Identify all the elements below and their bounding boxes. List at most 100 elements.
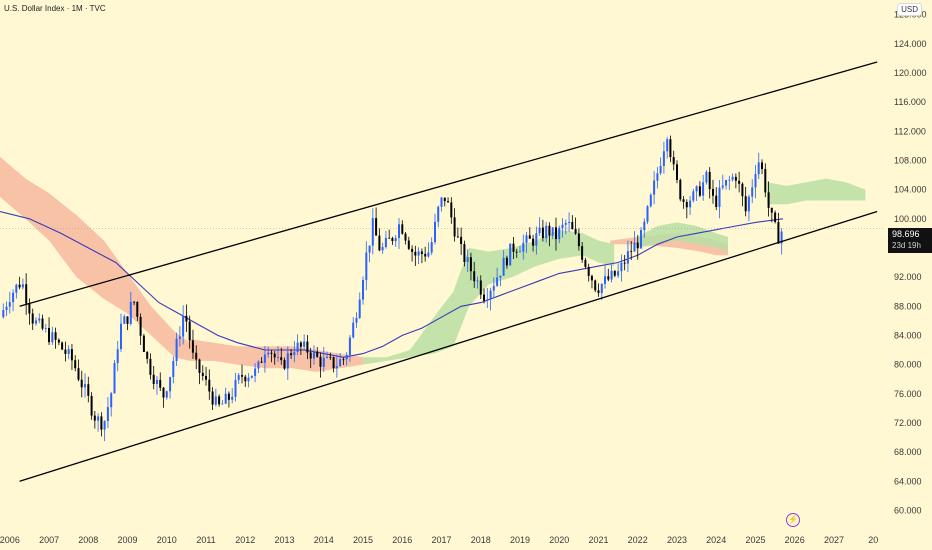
candle-body <box>90 395 93 416</box>
candle-body <box>156 379 158 384</box>
candle-body <box>519 251 521 253</box>
candle-body <box>440 197 443 207</box>
candle-body <box>54 332 57 340</box>
cloud-bullish <box>767 178 866 205</box>
candle-body <box>437 206 440 222</box>
price-tick-label: 108.000 <box>894 155 927 165</box>
candle-body <box>705 171 708 183</box>
candle-body <box>731 176 734 180</box>
candle-body <box>250 375 253 378</box>
candle-body <box>123 316 126 324</box>
candle-body <box>695 186 698 192</box>
candle-body <box>590 275 593 281</box>
candle-body <box>662 151 665 166</box>
time-tick-label: 2022 <box>628 535 648 545</box>
candle-body <box>600 284 603 294</box>
candle-body <box>613 270 616 276</box>
candle-body <box>38 318 41 321</box>
candle-body <box>672 157 675 165</box>
candle-body <box>273 353 276 358</box>
candle-body <box>352 322 355 338</box>
candle-body <box>345 355 348 360</box>
candle-body <box>515 251 518 253</box>
candle-body <box>152 374 155 384</box>
candle-body <box>626 251 629 264</box>
candle-body <box>5 306 8 310</box>
time-tick-label: 2018 <box>471 535 491 545</box>
price-tick-label: 60.000 <box>894 505 922 515</box>
candle-body <box>74 360 77 369</box>
price-tick-label: 104.000 <box>894 185 927 195</box>
candle-body <box>770 207 773 213</box>
currency-badge[interactable]: USD <box>897 3 922 16</box>
candle-body <box>51 332 54 343</box>
candle-body <box>489 290 492 300</box>
candle-body <box>715 195 718 207</box>
candle-body <box>211 391 214 405</box>
price-tick-label: 116.000 <box>894 97 926 107</box>
time-tick-label: 2011 <box>196 535 215 545</box>
candle-body <box>571 222 574 230</box>
candle-body <box>260 361 263 363</box>
candle-body <box>718 187 721 207</box>
candle-body <box>12 292 15 303</box>
candle-body <box>653 180 656 195</box>
candle-body <box>306 341 309 353</box>
candles-layer <box>2 135 783 442</box>
candle-body <box>604 276 606 284</box>
candle-body <box>528 235 531 239</box>
candle-body <box>175 338 178 361</box>
candle-body <box>535 233 538 246</box>
cloud-bearish <box>0 156 191 361</box>
candle-body <box>57 339 60 343</box>
candle-body <box>483 294 485 301</box>
candle-body <box>84 384 86 388</box>
candle-body <box>149 358 152 375</box>
candle-body <box>555 227 557 240</box>
candle-body <box>738 180 741 184</box>
lightning-bolt-icon[interactable]: ⚡ <box>786 513 800 527</box>
candle-body <box>358 299 361 318</box>
candle-body <box>244 376 247 382</box>
candle-body <box>456 236 459 238</box>
time-tick-label: 2026 <box>785 535 805 545</box>
candle-body <box>116 349 119 364</box>
candle-body <box>587 266 590 276</box>
candle-body <box>165 391 168 398</box>
candle-body <box>689 200 692 208</box>
candle-body <box>443 197 446 202</box>
price-tick-label: 80.000 <box>894 360 922 370</box>
candle-body <box>221 403 224 405</box>
price-tick-label: 68.000 <box>894 447 922 457</box>
candle-body <box>682 199 685 202</box>
candle-body <box>420 251 423 254</box>
time-tick-label: 2020 <box>549 535 569 545</box>
candle-body <box>473 271 476 282</box>
moving-average-line <box>0 210 784 358</box>
candle-body <box>692 191 695 201</box>
candle-body <box>404 233 407 241</box>
candle-body <box>339 359 342 366</box>
candle-body <box>162 387 165 398</box>
candle-body <box>636 242 639 249</box>
candle-body <box>319 356 322 367</box>
candle-body <box>522 242 525 252</box>
candle-body <box>643 221 646 230</box>
candle-body <box>198 359 201 373</box>
candle-body <box>391 238 394 241</box>
candle-body <box>712 189 714 196</box>
candle-body <box>649 194 652 207</box>
candle-body <box>741 183 744 197</box>
candle-body <box>188 321 191 341</box>
candle-body <box>182 315 185 337</box>
candle-body <box>721 185 724 188</box>
candle-body <box>201 372 204 376</box>
candle-body <box>780 231 783 244</box>
candle-body <box>630 251 633 252</box>
candle-body <box>44 328 47 329</box>
price-tick-label: 76.000 <box>894 389 922 399</box>
channel-layer <box>19 61 878 482</box>
candle-body <box>365 252 368 281</box>
